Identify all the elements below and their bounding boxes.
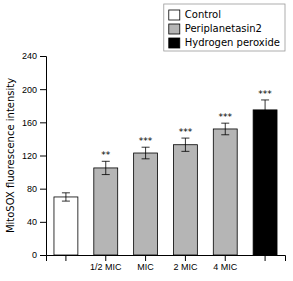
y-tick: 200 xyxy=(22,85,46,95)
error-bar xyxy=(181,138,189,151)
x-tick xyxy=(265,255,266,261)
x-tick: MIC xyxy=(137,255,154,272)
y-tick-label: 240 xyxy=(22,51,37,61)
legend-item: Hydrogen peroxide xyxy=(169,37,280,48)
x-axis: 1/2 MIC MIC 2 MIC 4 MIC xyxy=(47,255,286,272)
error-bar-cap xyxy=(102,174,110,175)
y-tick: 80 xyxy=(27,184,46,194)
x-tick-label: 4 MIC xyxy=(213,262,238,272)
y-tick-label: 0 xyxy=(32,250,37,260)
chart: 0 40 80 120 160 200 240 1/2 MIC MIC 2 MIC 4 MIC Mit… xyxy=(0,0,293,281)
error-bar-cap xyxy=(181,151,189,152)
bar xyxy=(134,153,158,255)
significance-label: ** xyxy=(101,150,111,160)
error-bar-stem xyxy=(145,147,146,159)
error-bar xyxy=(221,123,229,135)
y-tick-mark xyxy=(40,56,46,57)
x-tick-mark xyxy=(265,255,266,261)
series xyxy=(94,123,237,255)
x-tick-mark xyxy=(225,255,226,261)
error-bar-stem xyxy=(185,138,186,151)
error-bar-stem xyxy=(225,123,226,135)
x-tick: 2 MIC xyxy=(173,255,198,272)
error-bar xyxy=(102,161,110,174)
significance-label: *** xyxy=(219,112,233,122)
y-tick: 0 xyxy=(32,250,46,260)
marks xyxy=(54,100,277,255)
legend-label: Control xyxy=(185,9,221,20)
bar xyxy=(94,168,118,255)
y-tick-mark xyxy=(40,255,46,256)
legend: Control Periplanetasin2 Hydrogen peroxide xyxy=(164,4,285,51)
bar xyxy=(173,145,197,255)
error-bar-cap xyxy=(142,147,150,148)
x-tick-label: MIC xyxy=(137,262,154,272)
bar xyxy=(54,197,78,255)
x-tick-mark xyxy=(145,255,146,261)
error-bar-cap xyxy=(142,158,150,159)
x-tick: 4 MIC xyxy=(213,255,238,272)
legend-swatch xyxy=(169,38,180,48)
x-tick-mark xyxy=(105,255,106,261)
annotations: ************** xyxy=(101,89,272,160)
y-tick-label: 120 xyxy=(22,151,37,161)
x-tick-label: 2 MIC xyxy=(173,262,198,272)
y-tick-label: 40 xyxy=(27,217,37,227)
error-bar xyxy=(62,193,70,201)
error-bar xyxy=(142,147,150,159)
bar xyxy=(253,110,277,255)
y-tick-mark xyxy=(40,89,46,90)
y-tick: 40 xyxy=(27,217,46,227)
y-tick-mark xyxy=(40,156,46,157)
y-tick-mark xyxy=(40,122,46,123)
legend-frame xyxy=(164,4,285,51)
y-axis-title: MitoSOX fluorescence intensity xyxy=(5,78,16,233)
error-bar-stem xyxy=(265,100,266,120)
legend-item: Periplanetasin2 xyxy=(169,23,262,34)
bar xyxy=(213,129,237,255)
error-bar-stem xyxy=(105,161,106,174)
legend-label: Hydrogen peroxide xyxy=(185,37,280,48)
x-tick-mark xyxy=(185,255,186,261)
x-axis-line xyxy=(47,256,286,262)
significance-label: *** xyxy=(139,136,153,146)
error-bar-cap xyxy=(102,161,110,162)
legend-swatch xyxy=(169,24,180,34)
error-bar-cap xyxy=(181,138,189,139)
y-tick: 120 xyxy=(22,151,46,161)
y-axis-line xyxy=(40,57,47,256)
x-tick: 1/2 MIC xyxy=(90,255,122,272)
y-tick-label: 200 xyxy=(22,85,37,95)
error-bar-cap xyxy=(221,134,229,135)
error-bar-cap xyxy=(221,123,229,124)
error-bar-cap xyxy=(62,192,70,193)
error-bar-cap xyxy=(261,99,269,100)
y-axis: 0 40 80 120 160 200 240 xyxy=(22,51,47,260)
series xyxy=(54,193,78,255)
x-tick xyxy=(65,255,66,261)
y-tick-label: 160 xyxy=(22,118,37,128)
y-tick: 160 xyxy=(22,118,46,128)
y-tick-mark xyxy=(40,222,46,223)
legend-item: Control xyxy=(169,9,221,20)
error-bar-cap xyxy=(261,119,269,120)
legend-items: Control Periplanetasin2 Hydrogen peroxide xyxy=(169,9,280,48)
legend-label: Periplanetasin2 xyxy=(185,23,262,34)
error-bar-cap xyxy=(62,201,70,202)
significance-label: *** xyxy=(258,89,272,99)
y-tick-mark xyxy=(40,189,46,190)
legend-swatch xyxy=(169,10,180,20)
series xyxy=(253,100,277,255)
y-tick: 240 xyxy=(22,51,46,61)
x-tick-mark xyxy=(65,255,66,261)
significance-label: *** xyxy=(179,127,193,137)
error-bar xyxy=(261,100,269,120)
y-tick-label: 80 xyxy=(27,184,37,194)
x-tick-label: 1/2 MIC xyxy=(90,262,122,272)
error-bar-stem xyxy=(65,193,66,201)
